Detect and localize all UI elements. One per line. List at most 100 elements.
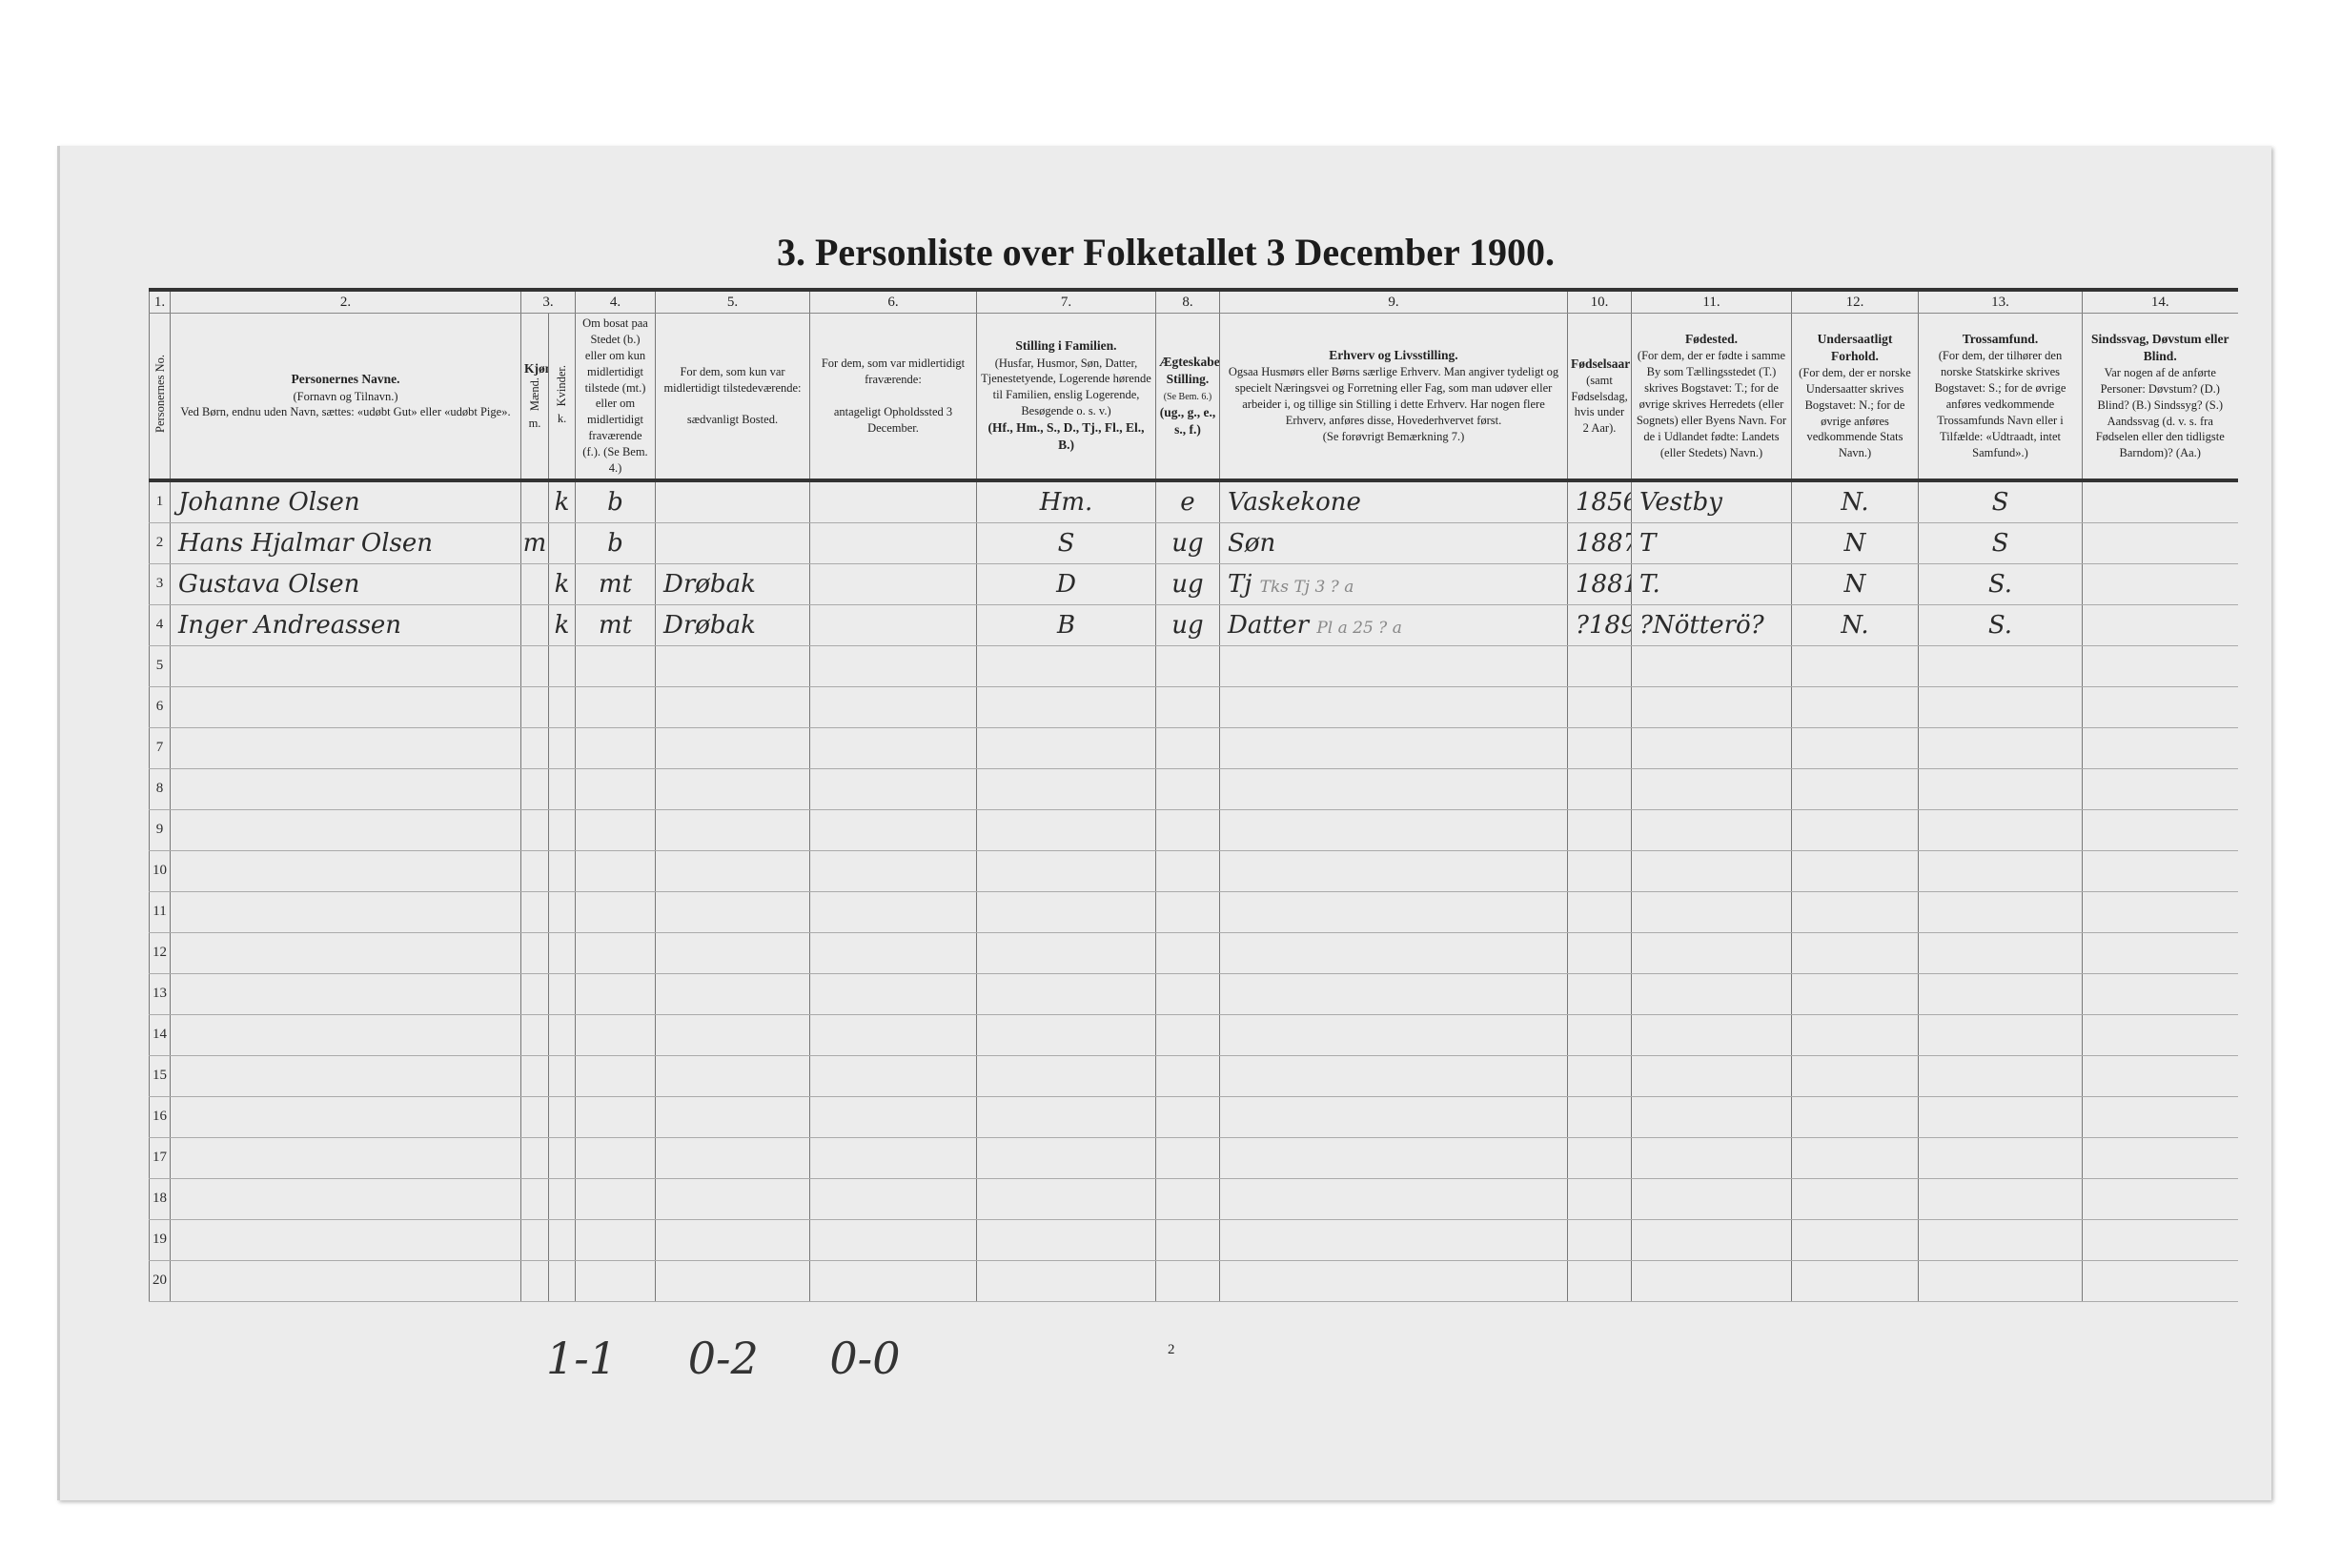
empty-cell <box>1791 727 1919 769</box>
cell-opholdssted <box>809 479 977 523</box>
cell-name: Hans Hjalmar Olsen <box>170 522 521 564</box>
empty-cell <box>520 850 549 892</box>
annotation: Pl a 25 ? a <box>1316 618 1402 638</box>
empty-cell <box>976 727 1156 769</box>
empty-cell <box>2082 768 2238 810</box>
empty-cell <box>548 1096 576 1138</box>
empty-cell <box>170 1055 521 1097</box>
empty-cell <box>976 686 1156 728</box>
cell-undersaat: N. <box>1791 479 1919 523</box>
cell-value: Hm. <box>1039 487 1093 517</box>
empty-cell <box>2082 1178 2238 1220</box>
empty-cell <box>1155 809 1220 851</box>
empty-cell <box>655 1055 810 1097</box>
empty-cell <box>1219 1014 1568 1056</box>
empty-cell <box>1791 1219 1919 1261</box>
empty-cell <box>2082 1137 2238 1179</box>
empty-cell <box>575 932 656 974</box>
cell-erhverv: Tj Tks Tj 3 ? a <box>1219 563 1568 605</box>
empty-cell <box>548 932 576 974</box>
empty-cell <box>655 973 810 1015</box>
empty-cell <box>1918 1178 2083 1220</box>
empty-cell <box>809 1014 977 1056</box>
cell-bosat: b <box>575 479 656 523</box>
empty-cell <box>655 1219 810 1261</box>
col-number: 8. <box>1155 288 1220 314</box>
cell-k: k <box>548 479 576 523</box>
empty-cell <box>575 809 656 851</box>
header-sub: (samt Fødselsdag, hvis under 2 Aar). <box>1571 373 1628 436</box>
header-sub: (For dem, der tilhører den norske Statsk… <box>1934 349 2066 459</box>
empty-cell <box>1155 1178 1220 1220</box>
col-number: 13. <box>1918 288 2083 314</box>
cell-sindssvag <box>2082 604 2238 646</box>
header-sub: k. <box>557 412 567 426</box>
empty-cell <box>655 768 810 810</box>
cell-fodested: T. <box>1631 563 1792 605</box>
row-number: 18 <box>149 1178 171 1220</box>
table-row: 5 <box>149 645 2238 687</box>
header-sub: antageligt Opholdssted 3 December. <box>833 404 953 435</box>
cell-m: m <box>520 522 549 564</box>
empty-cell <box>1631 932 1792 974</box>
empty-cell <box>170 973 521 1015</box>
cell-value: Vestby <box>1639 487 1722 517</box>
empty-cell <box>1631 973 1792 1015</box>
cell-value: 1881 <box>1576 569 1632 599</box>
empty-cell <box>1631 1260 1792 1302</box>
empty-cell <box>976 1137 1156 1179</box>
empty-cell <box>976 1260 1156 1302</box>
cell-tros: S <box>1918 479 2083 523</box>
header-sex-k: Kvinder. k. <box>548 313 576 482</box>
table-row: 6 <box>149 686 2238 728</box>
empty-cell <box>520 1014 549 1056</box>
empty-cell <box>1155 645 1220 687</box>
row-number: 12 <box>149 932 171 974</box>
empty-cell <box>520 727 549 769</box>
empty-cell <box>809 1178 977 1220</box>
cell-value: k <box>554 487 570 517</box>
empty-cell <box>1155 891 1220 933</box>
empty-cell <box>2082 891 2238 933</box>
empty-cell <box>548 809 576 851</box>
cell-k <box>548 522 576 564</box>
empty-cell <box>1631 686 1792 728</box>
cell-sindssvag <box>2082 563 2238 605</box>
cell-value: S. <box>1987 569 2013 599</box>
empty-cell <box>1155 686 1220 728</box>
cell-value: ug <box>1171 610 1204 640</box>
cell-bosted <box>655 522 810 564</box>
cell-value: ?1891? <box>1576 610 1632 640</box>
empty-cell <box>170 768 521 810</box>
cell-erhverv: Vaskekone <box>1219 479 1568 523</box>
row-number: 5 <box>149 645 171 687</box>
empty-cell <box>976 973 1156 1015</box>
cell-bosat: mt <box>575 563 656 605</box>
header-sub: (For dem, der er norske Undersaatter skr… <box>1799 365 1911 460</box>
empty-cell <box>520 932 549 974</box>
cell-value: S. <box>1987 610 2013 640</box>
empty-cell <box>548 1137 576 1179</box>
cell-value: Hans Hjalmar Olsen <box>178 528 434 558</box>
empty-cell <box>1918 727 2083 769</box>
empty-cell <box>1219 973 1568 1015</box>
empty-cell <box>548 1055 576 1097</box>
empty-cell <box>809 1260 977 1302</box>
empty-cell <box>520 891 549 933</box>
cell-bosted: Drøbak <box>655 604 810 646</box>
table-row: 18 <box>149 1178 2238 1220</box>
cell-egteskab: ug <box>1155 522 1220 564</box>
empty-cell <box>520 1260 549 1302</box>
empty-cell <box>1567 1014 1632 1056</box>
empty-cell <box>976 891 1156 933</box>
col-number: 11. <box>1631 288 1792 314</box>
empty-cell <box>2082 1014 2238 1056</box>
empty-cell <box>1219 1055 1568 1097</box>
cell-value: 1887 <box>1576 528 1632 558</box>
header-occupation: Erhverv og Livsstilling. Ogsaa Husmørs el… <box>1219 313 1568 482</box>
empty-cell <box>548 768 576 810</box>
cell-opholdssted <box>809 604 977 646</box>
empty-cell <box>548 1219 576 1261</box>
empty-cell <box>655 686 810 728</box>
